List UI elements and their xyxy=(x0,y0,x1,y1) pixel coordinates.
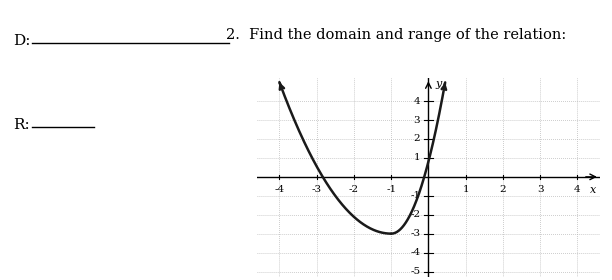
Text: R:: R: xyxy=(13,118,30,132)
Text: 2: 2 xyxy=(499,185,506,194)
Text: y: y xyxy=(435,79,441,89)
Text: 2.  Find the domain and range of the relation:: 2. Find the domain and range of the rela… xyxy=(226,28,566,42)
Text: -2: -2 xyxy=(410,210,420,219)
Text: 3: 3 xyxy=(414,116,420,125)
Text: 1: 1 xyxy=(462,185,469,194)
Text: -2: -2 xyxy=(349,185,359,194)
Text: -4: -4 xyxy=(274,185,285,194)
Text: x: x xyxy=(590,185,596,195)
Text: 4: 4 xyxy=(574,185,581,194)
Text: -3: -3 xyxy=(312,185,322,194)
Text: -3: -3 xyxy=(410,229,420,238)
Text: -4: -4 xyxy=(410,248,420,257)
Text: D:: D: xyxy=(13,34,31,48)
Text: -1: -1 xyxy=(386,185,396,194)
Text: -5: -5 xyxy=(410,267,420,276)
Text: -1: -1 xyxy=(410,191,420,200)
Text: 3: 3 xyxy=(537,185,543,194)
Text: 1: 1 xyxy=(414,153,420,162)
Text: 2: 2 xyxy=(414,134,420,143)
Text: 4: 4 xyxy=(414,97,420,106)
